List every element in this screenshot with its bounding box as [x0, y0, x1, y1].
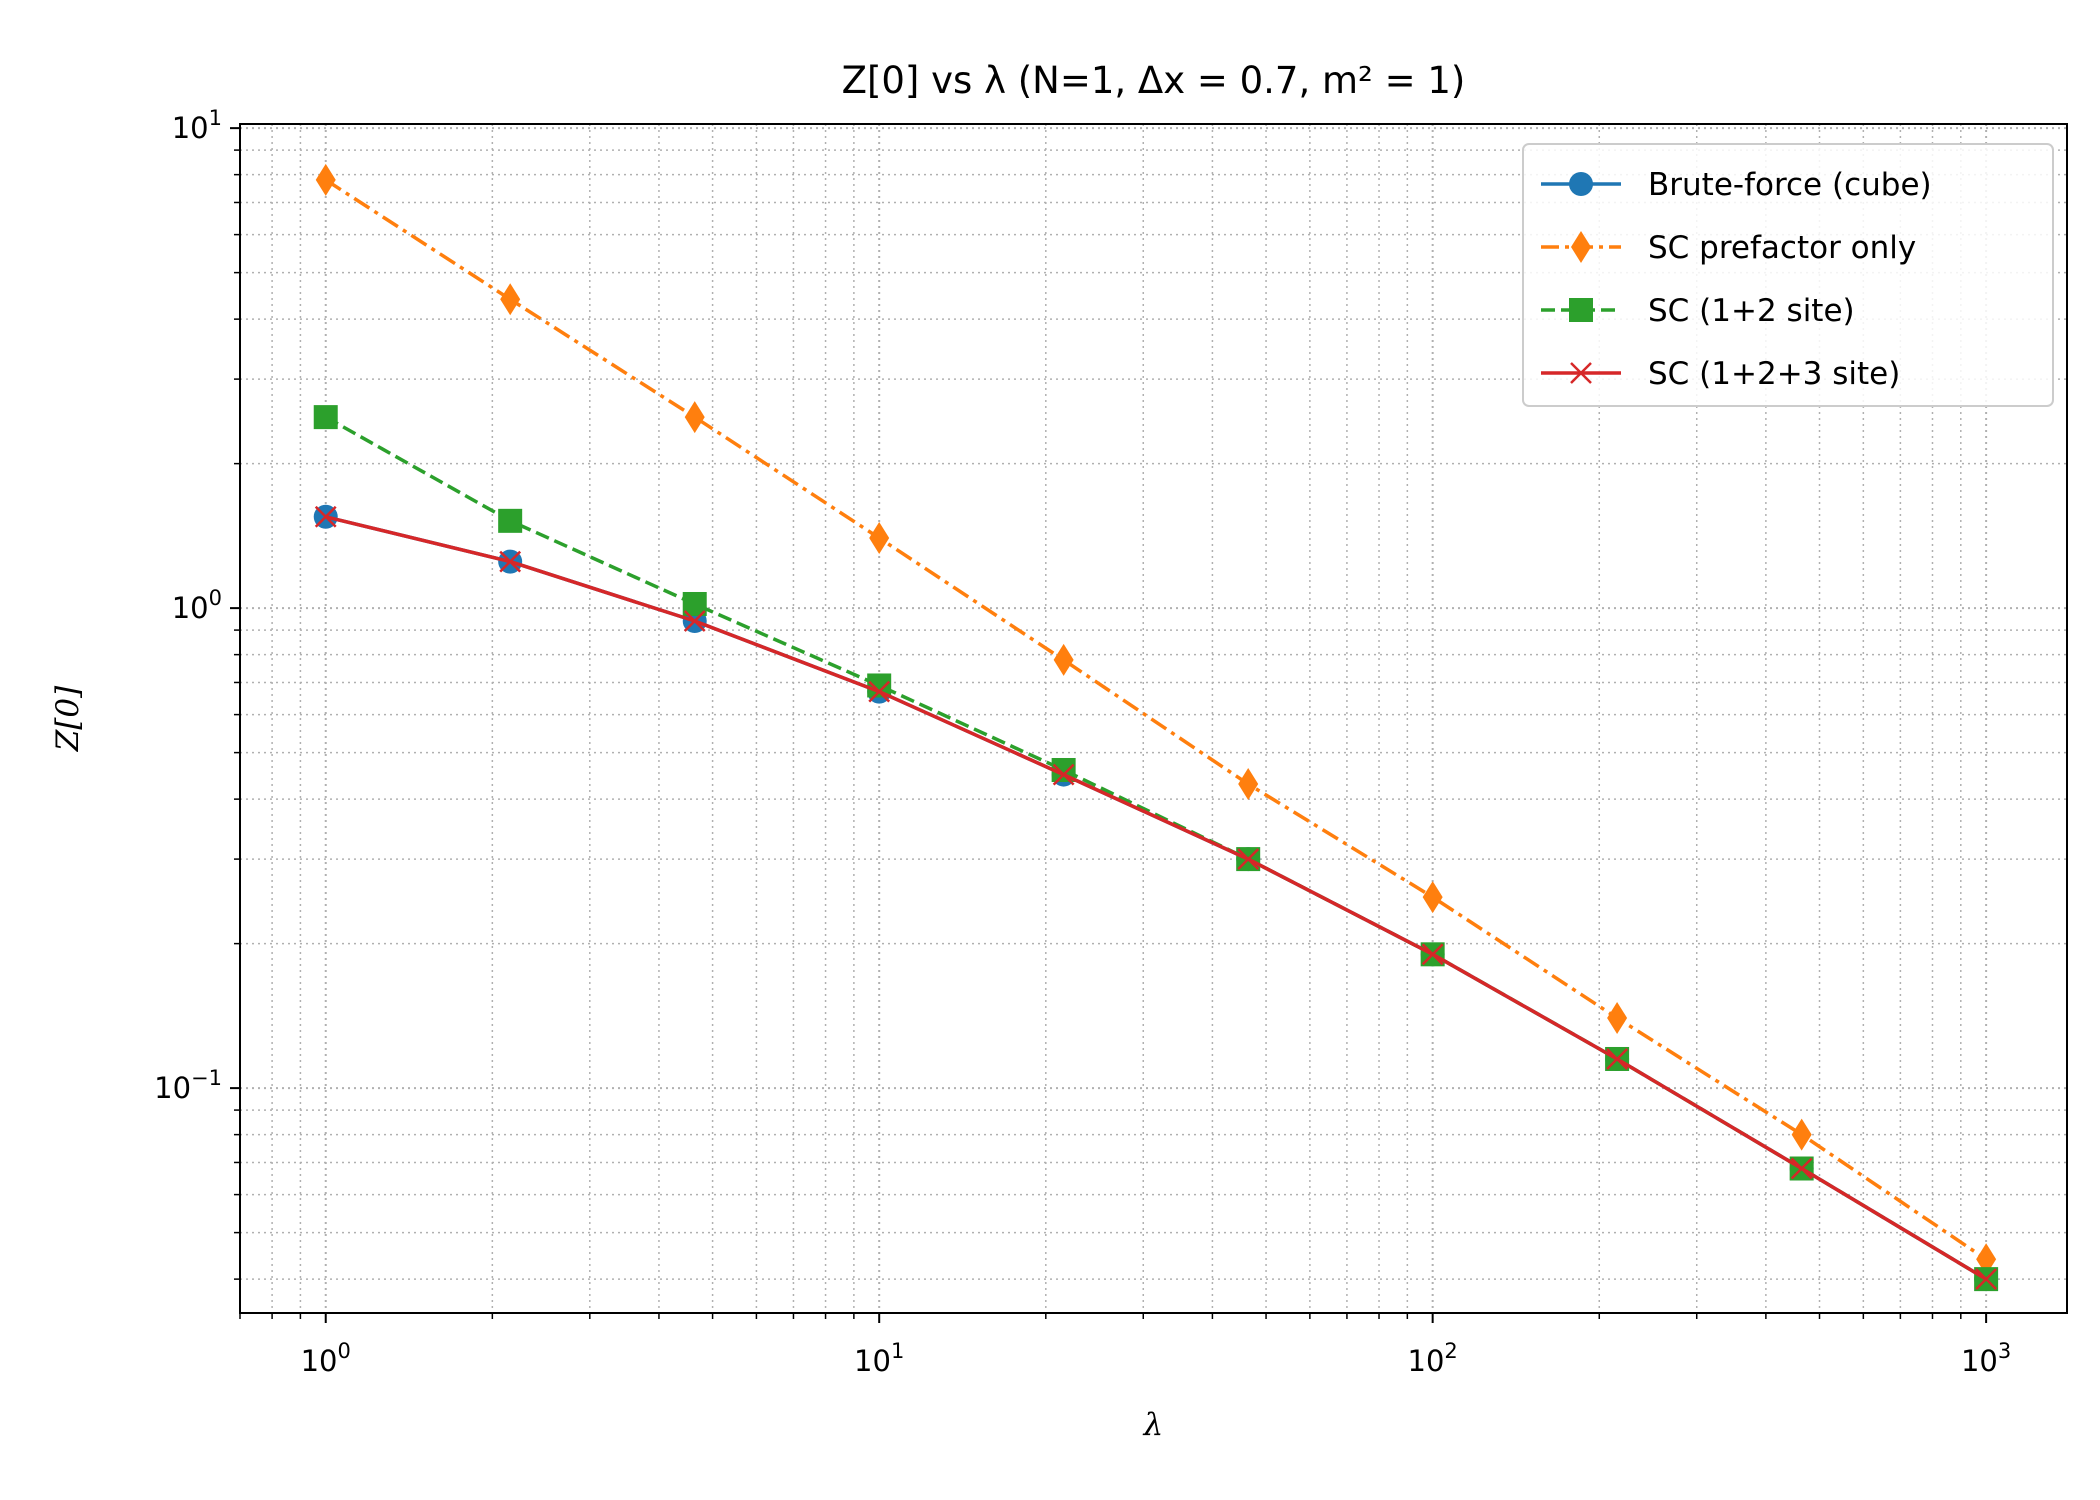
marker-x: [1570, 362, 1592, 384]
legend-label: SC (1+2 site): [1648, 293, 1855, 329]
marker-x: [1421, 943, 1444, 966]
series-4: [314, 505, 1998, 1291]
marker-diamond: [500, 283, 521, 316]
marker-x-stroke: [1052, 763, 1075, 786]
grid: [239, 124, 2067, 1313]
legend-item: SC prefactor only: [1541, 230, 1916, 266]
marker-square: [1569, 298, 1593, 322]
marker-x-stroke: [499, 550, 522, 573]
marker-x: [868, 680, 891, 703]
y-tick-label: 10−1: [154, 1066, 222, 1105]
chart-title: Z[0] vs λ (N=1, Δx = 0.7, m² = 1): [842, 59, 1466, 102]
marker-diamond: [315, 163, 336, 196]
y-tick-label: 101: [172, 106, 222, 145]
plot-frame: [239, 123, 2068, 1314]
marker-x: [1606, 1048, 1628, 1070]
y-tick-label: 100: [172, 586, 222, 625]
marker-x-stroke: [1790, 1157, 1813, 1180]
legend-item: SC (1+2+3 site): [1541, 356, 1900, 392]
marker-square: [498, 508, 523, 533]
marker-square: [313, 405, 338, 430]
marker-x: [1790, 1157, 1813, 1180]
series-layer: [313, 163, 1999, 1292]
marker-diamond: [1238, 768, 1259, 801]
series-2: [315, 163, 1997, 1276]
y-axis-label: Z[0]: [50, 685, 86, 752]
x-tick-label: 103: [1961, 1339, 2011, 1378]
legend-item: SC (1+2 site): [1541, 293, 1855, 329]
marker-x: [314, 505, 337, 528]
legend: Brute-force (cube) SC prefactor only SC (1…: [1522, 143, 2054, 407]
marker-x: [1052, 763, 1075, 786]
marker-x-stroke: [683, 610, 706, 632]
marker-diamond: [1607, 1001, 1628, 1034]
legend-box: [1522, 143, 2054, 407]
marker-diamond: [1791, 1118, 1812, 1151]
legend-label: SC prefactor only: [1648, 230, 1916, 266]
marker-diamond: [869, 521, 890, 554]
series-line: [325, 515, 1988, 1281]
legend-label: SC (1+2+3 site): [1648, 356, 1900, 392]
axis-ticks: 100 101 102 103 10−1 100 101: [154, 106, 2011, 1378]
marker-x: [499, 550, 522, 573]
marker-x-stroke: [1421, 943, 1444, 966]
marker-x-stroke: [1975, 1268, 1998, 1291]
x-tick-label: 102: [1408, 1339, 1458, 1378]
marker-x: [1975, 1268, 1998, 1291]
series-line: [324, 178, 1988, 1261]
marker-x-stroke: [1570, 362, 1592, 384]
marker-x: [1237, 848, 1260, 870]
legend-item: Brute-force (cube): [1541, 167, 1932, 203]
x-tick-label: 101: [854, 1339, 904, 1378]
marker-x-stroke: [1606, 1048, 1628, 1070]
marker-x-stroke: [1237, 848, 1260, 870]
legend-label: Brute-force (cube): [1648, 167, 1932, 203]
marker-diamond: [1571, 231, 1591, 263]
x-tick-label: 100: [301, 1339, 351, 1378]
x-axis-label: λ: [1142, 1407, 1164, 1443]
marker-x: [683, 610, 706, 632]
marker-x-stroke: [314, 505, 337, 528]
marker-circle: [1569, 172, 1593, 196]
marker-diamond: [684, 401, 705, 434]
marker-x-stroke: [868, 680, 891, 703]
marker-diamond: [1053, 643, 1074, 676]
marker-diamond: [1422, 881, 1443, 914]
